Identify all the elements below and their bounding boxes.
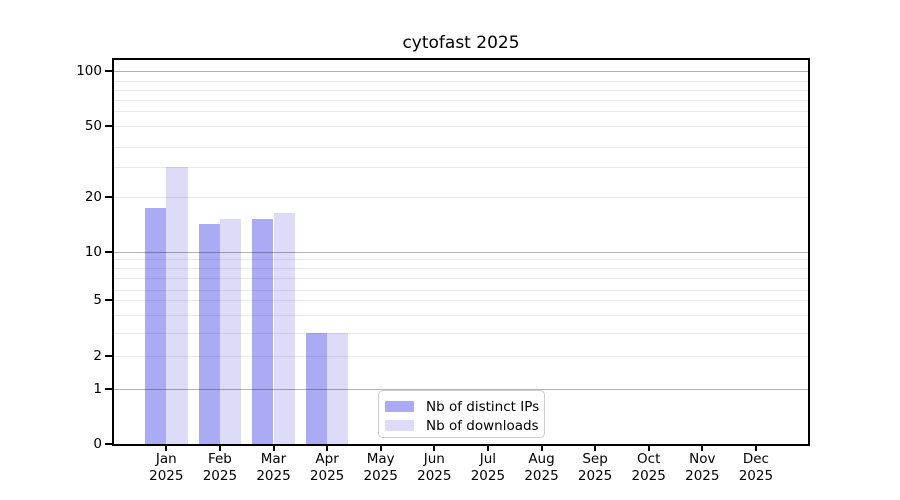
x-tick-oct: [647, 446, 650, 451]
bar-distinct-ips-apr: [305, 333, 328, 444]
x-tick-label-jun: Jun 2025: [417, 451, 452, 484]
y-gridline-9: [114, 258, 808, 260]
legend-entry-distinct-ips: Nb of distinct IPs: [385, 397, 544, 416]
y-gridline-60: [114, 111, 808, 112]
x-tick-label-aug: Aug 2025: [524, 451, 559, 484]
x-tick-label-dec: Dec 2025: [738, 451, 774, 484]
y-gridline-40: [114, 147, 808, 148]
y-tick-label-10: 10: [84, 243, 102, 260]
y-gridline-100: [114, 70, 808, 72]
y-tick-label-100: 100: [76, 62, 102, 79]
y-tick-10: [105, 250, 112, 253]
x-tick-may: [379, 446, 382, 451]
x-tick-aug: [540, 446, 543, 451]
legend-swatch-distinct-ips: [385, 401, 414, 412]
x-tick-label-jan: Jan 2025: [149, 451, 184, 484]
y-tick-2: [105, 355, 112, 357]
legend-label-downloads: Nb of downloads: [426, 417, 539, 434]
x-tick-label-feb: Feb 2025: [202, 451, 238, 484]
y-gridline-10: [114, 251, 808, 253]
x-tick-label-oct: Oct 2025: [631, 451, 666, 484]
y-tick-label-5: 5: [93, 292, 102, 308]
y-tick-label-50: 50: [84, 118, 102, 134]
x-tick-feb: [218, 446, 221, 451]
y-gridline-7: [114, 278, 808, 279]
x-tick-label-mar: Mar 2025: [256, 451, 291, 484]
x-tick-label-apr: Apr 2025: [309, 451, 345, 484]
chart-title: cytofast 2025: [402, 33, 520, 53]
y-tick-label-1: 1: [93, 381, 102, 397]
bar-distinct-ips-jan: [144, 207, 167, 444]
legend-entry-downloads: Nb of downloads: [385, 416, 544, 435]
y-tick-label-0: 0: [93, 436, 102, 452]
y-gridline-80: [114, 90, 808, 91]
y-tick-20: [105, 196, 112, 198]
y-gridline-90: [114, 81, 808, 82]
bar-distinct-ips-mar: [252, 218, 274, 444]
x-tick-jun: [433, 446, 436, 451]
y-gridline-50: [114, 126, 808, 127]
bar-distinct-ips-feb: [198, 224, 220, 444]
x-tick-jan: [165, 446, 168, 451]
legend-swatch-downloads: [385, 420, 414, 431]
y-gridline-30: [114, 166, 808, 168]
bar-downloads-jan: [166, 166, 188, 444]
legend-label-distinct-ips: Nb of distinct IPs: [426, 398, 540, 415]
y-gridline-20: [114, 197, 808, 198]
x-tick-label-jul: Jul 2025: [470, 451, 506, 484]
plot-border: [112, 58, 810, 446]
y-tick-50: [105, 125, 112, 127]
y-tick-label-2: 2: [93, 348, 102, 364]
bar-downloads-feb: [219, 218, 242, 444]
y-tick-1: [105, 388, 112, 390]
x-tick-sep: [594, 446, 597, 451]
y-tick-label-20: 20: [84, 189, 102, 205]
x-tick-nov: [701, 446, 704, 451]
x-tick-label-nov: Nov 2025: [685, 451, 720, 484]
y-gridline-5: [114, 300, 808, 301]
y-gridline-8: [114, 267, 808, 269]
y-gridline-1: [114, 389, 808, 390]
bar-downloads-mar: [273, 213, 295, 444]
y-gridline-4: [114, 315, 808, 316]
y-gridline-6: [114, 290, 808, 291]
x-tick-dec: [754, 446, 757, 451]
y-tick-5: [105, 299, 112, 301]
legend: Nb of distinct IPs Nb of downloads: [378, 390, 545, 438]
x-tick-jul: [486, 446, 489, 451]
y-tick-100: [105, 69, 112, 72]
bar-downloads-apr: [327, 333, 349, 444]
y-gridline-2: [114, 356, 808, 357]
y-gridline-3: [114, 333, 808, 334]
x-tick-mar: [272, 446, 275, 451]
x-tick-label-sep: Sep 2025: [577, 451, 613, 484]
x-tick-label-may: May 2025: [363, 451, 398, 484]
x-tick-apr: [326, 446, 329, 451]
y-tick-0: [105, 443, 112, 445]
y-gridline-70: [114, 100, 808, 101]
